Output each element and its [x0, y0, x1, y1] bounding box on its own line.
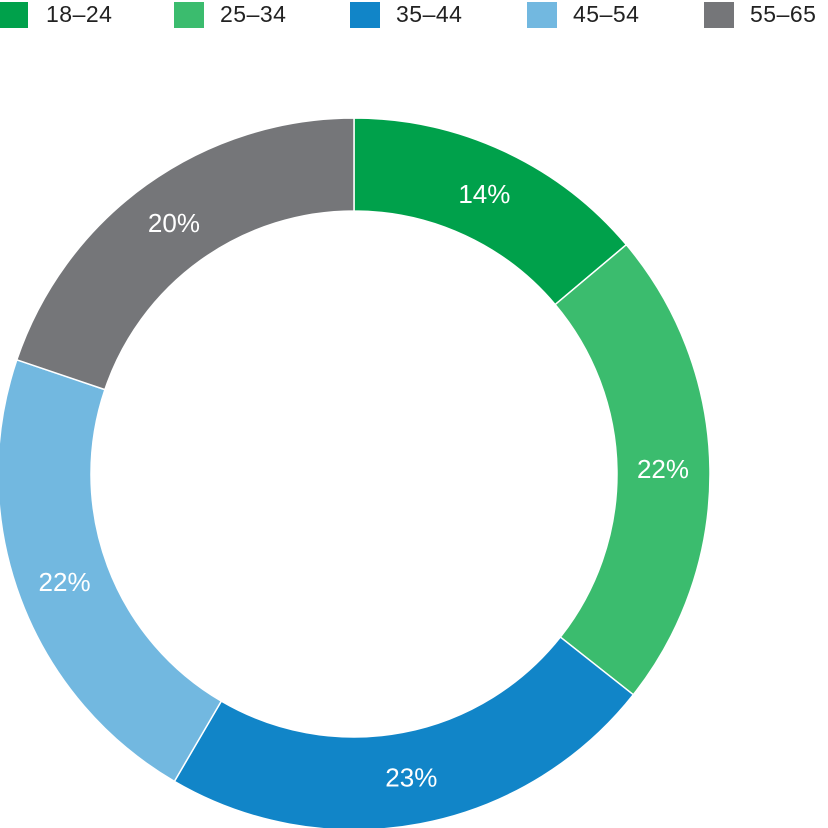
legend-label: 18–24	[46, 1, 113, 27]
slice-value-label: 14%	[458, 179, 510, 209]
legend-label: 35–44	[396, 1, 463, 27]
chart-legend: 18–24 25–34 35–44 45–54 55–65	[0, 0, 828, 32]
legend-swatch	[527, 2, 557, 28]
legend-swatch	[350, 2, 380, 28]
legend-swatch	[174, 2, 204, 28]
donut-slice-4	[0, 358, 223, 783]
slice-value-label: 22%	[39, 567, 91, 597]
legend-swatch	[0, 2, 28, 28]
legend-label: 55–65	[750, 1, 817, 27]
donut-slice-1	[353, 117, 628, 306]
slice-value-label: 22%	[637, 454, 689, 484]
legend-label: 25–34	[220, 1, 287, 27]
slice-value-label: 20%	[148, 208, 200, 238]
donut-slice-3	[173, 636, 635, 828]
legend-label: 45–54	[573, 1, 640, 27]
slice-value-label: 23%	[385, 763, 437, 793]
legend-swatch	[704, 2, 734, 28]
donut-slice-5	[15, 117, 355, 391]
